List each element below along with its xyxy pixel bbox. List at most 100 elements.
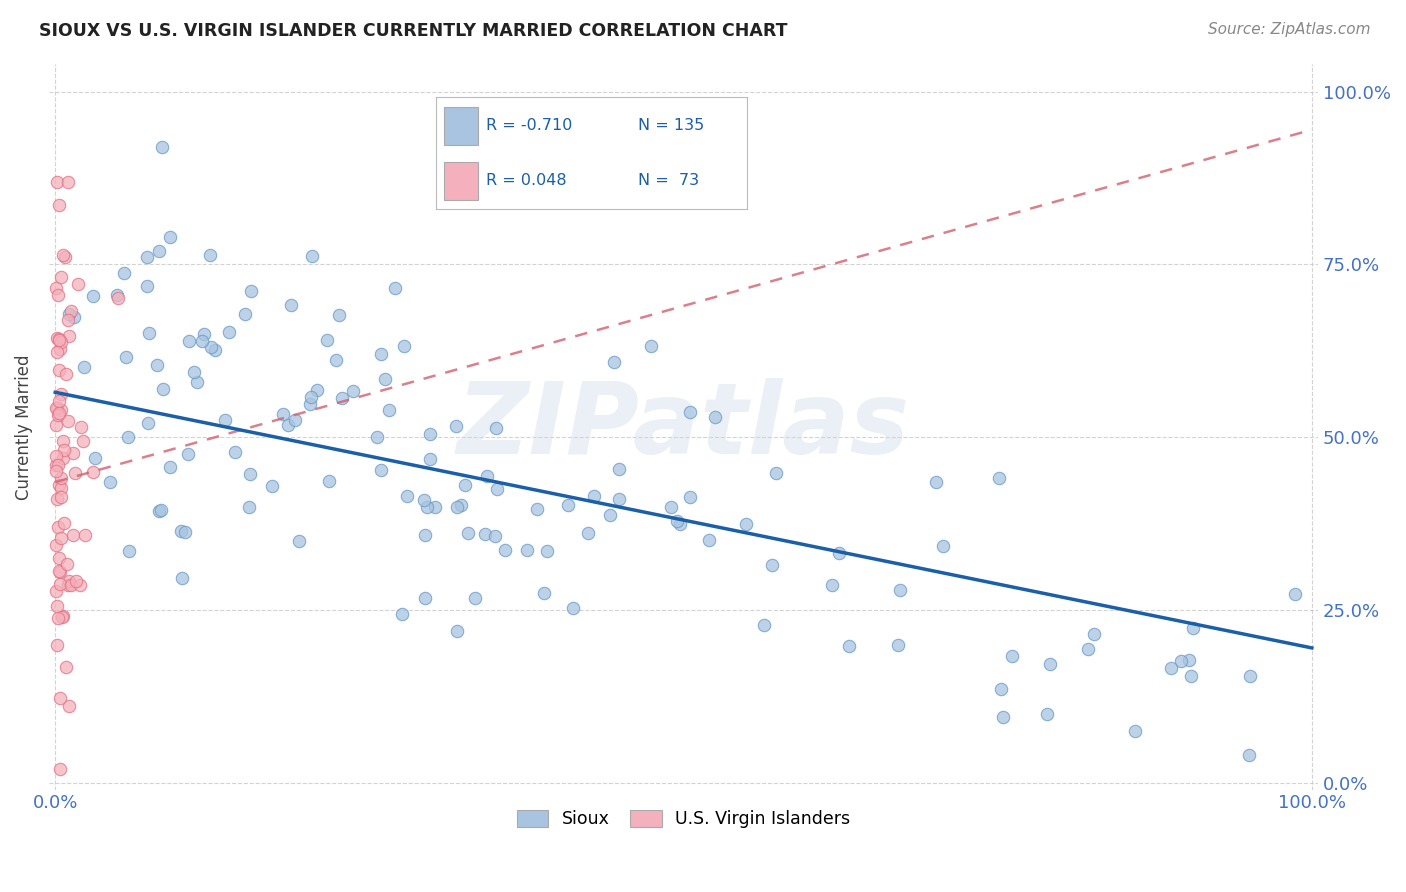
Y-axis label: Currently Married: Currently Married: [15, 354, 32, 500]
Point: [679, 490, 702, 504]
Point: [49, 690, 72, 705]
Point: [46, 520, 69, 534]
Point: [599, 508, 621, 523]
Point: [186, 375, 208, 389]
Point: [679, 405, 702, 419]
Point: [55, 660, 77, 674]
Point: [53, 442, 76, 457]
Point: [191, 334, 214, 349]
Point: [51, 610, 73, 624]
Point: [734, 517, 756, 532]
Point: [931, 540, 953, 554]
Point: [1123, 723, 1146, 738]
Point: [72, 434, 94, 449]
Point: [640, 339, 662, 353]
Point: [271, 407, 294, 421]
Point: [280, 298, 302, 312]
Point: [475, 469, 498, 483]
Point: [52, 434, 75, 449]
Point: [49, 387, 72, 401]
Point: [366, 430, 388, 444]
Point: [413, 591, 436, 605]
Point: [48, 363, 70, 377]
Point: [889, 582, 911, 597]
Point: [318, 474, 340, 488]
Point: [48, 406, 70, 420]
Point: [45, 539, 67, 553]
Point: [117, 430, 139, 444]
Point: [82, 289, 104, 303]
Point: [413, 528, 436, 542]
Point: [444, 418, 467, 433]
Text: ZIPatlas: ZIPatlas: [457, 378, 910, 475]
Point: [214, 413, 236, 427]
Point: [53, 516, 76, 530]
Point: [1160, 661, 1182, 675]
Point: [283, 412, 305, 426]
Point: [200, 340, 222, 354]
Point: [697, 533, 720, 548]
Point: [183, 365, 205, 379]
Point: [193, 326, 215, 341]
Point: [1181, 621, 1204, 635]
Point: [105, 288, 128, 302]
Point: [45, 449, 67, 463]
Point: [46, 331, 69, 345]
Point: [58, 698, 80, 713]
Point: [562, 601, 585, 615]
Point: [45, 583, 67, 598]
Point: [446, 500, 468, 515]
Point: [66, 277, 89, 291]
Point: [299, 390, 322, 404]
Point: [325, 353, 347, 368]
Point: [56, 578, 79, 592]
Point: [45, 345, 67, 359]
Point: [607, 492, 630, 507]
Point: [172, 571, 194, 585]
Point: [277, 417, 299, 432]
Point: [425, 500, 447, 514]
Point: [55, 250, 77, 264]
Point: [45, 599, 67, 614]
Point: [665, 514, 688, 528]
Point: [419, 426, 441, 441]
Point: [288, 533, 311, 548]
Point: [392, 339, 415, 353]
Point: [51, 334, 73, 349]
Point: [450, 498, 472, 512]
Point: [177, 447, 200, 461]
Point: [457, 525, 479, 540]
Point: [416, 500, 439, 514]
Point: [48, 333, 70, 347]
Point: [419, 452, 441, 467]
Point: [987, 470, 1010, 484]
Point: [607, 461, 630, 475]
Point: [454, 478, 477, 492]
Point: [48, 762, 70, 776]
Point: [49, 531, 72, 545]
Point: [370, 463, 392, 477]
Point: [73, 359, 96, 374]
Point: [659, 500, 682, 515]
Point: [62, 528, 84, 542]
Point: [1036, 706, 1059, 721]
Point: [83, 450, 105, 465]
Point: [990, 681, 1012, 696]
Point: [52, 451, 75, 466]
Point: [446, 624, 468, 638]
Point: [391, 607, 413, 621]
Point: [69, 578, 91, 592]
Point: [45, 638, 67, 652]
Text: SIOUX VS U.S. VIRGIN ISLANDER CURRENTLY MARRIED CORRELATION CHART: SIOUX VS U.S. VIRGIN ISLANDER CURRENTLY …: [39, 22, 787, 40]
Point: [48, 564, 70, 578]
Point: [384, 281, 406, 295]
Point: [1239, 669, 1261, 683]
Point: [204, 343, 226, 357]
Point: [48, 198, 70, 212]
Point: [316, 333, 339, 347]
Point: [46, 288, 69, 302]
Point: [58, 329, 80, 343]
Point: [52, 248, 75, 262]
Point: [412, 493, 434, 508]
Point: [1077, 642, 1099, 657]
